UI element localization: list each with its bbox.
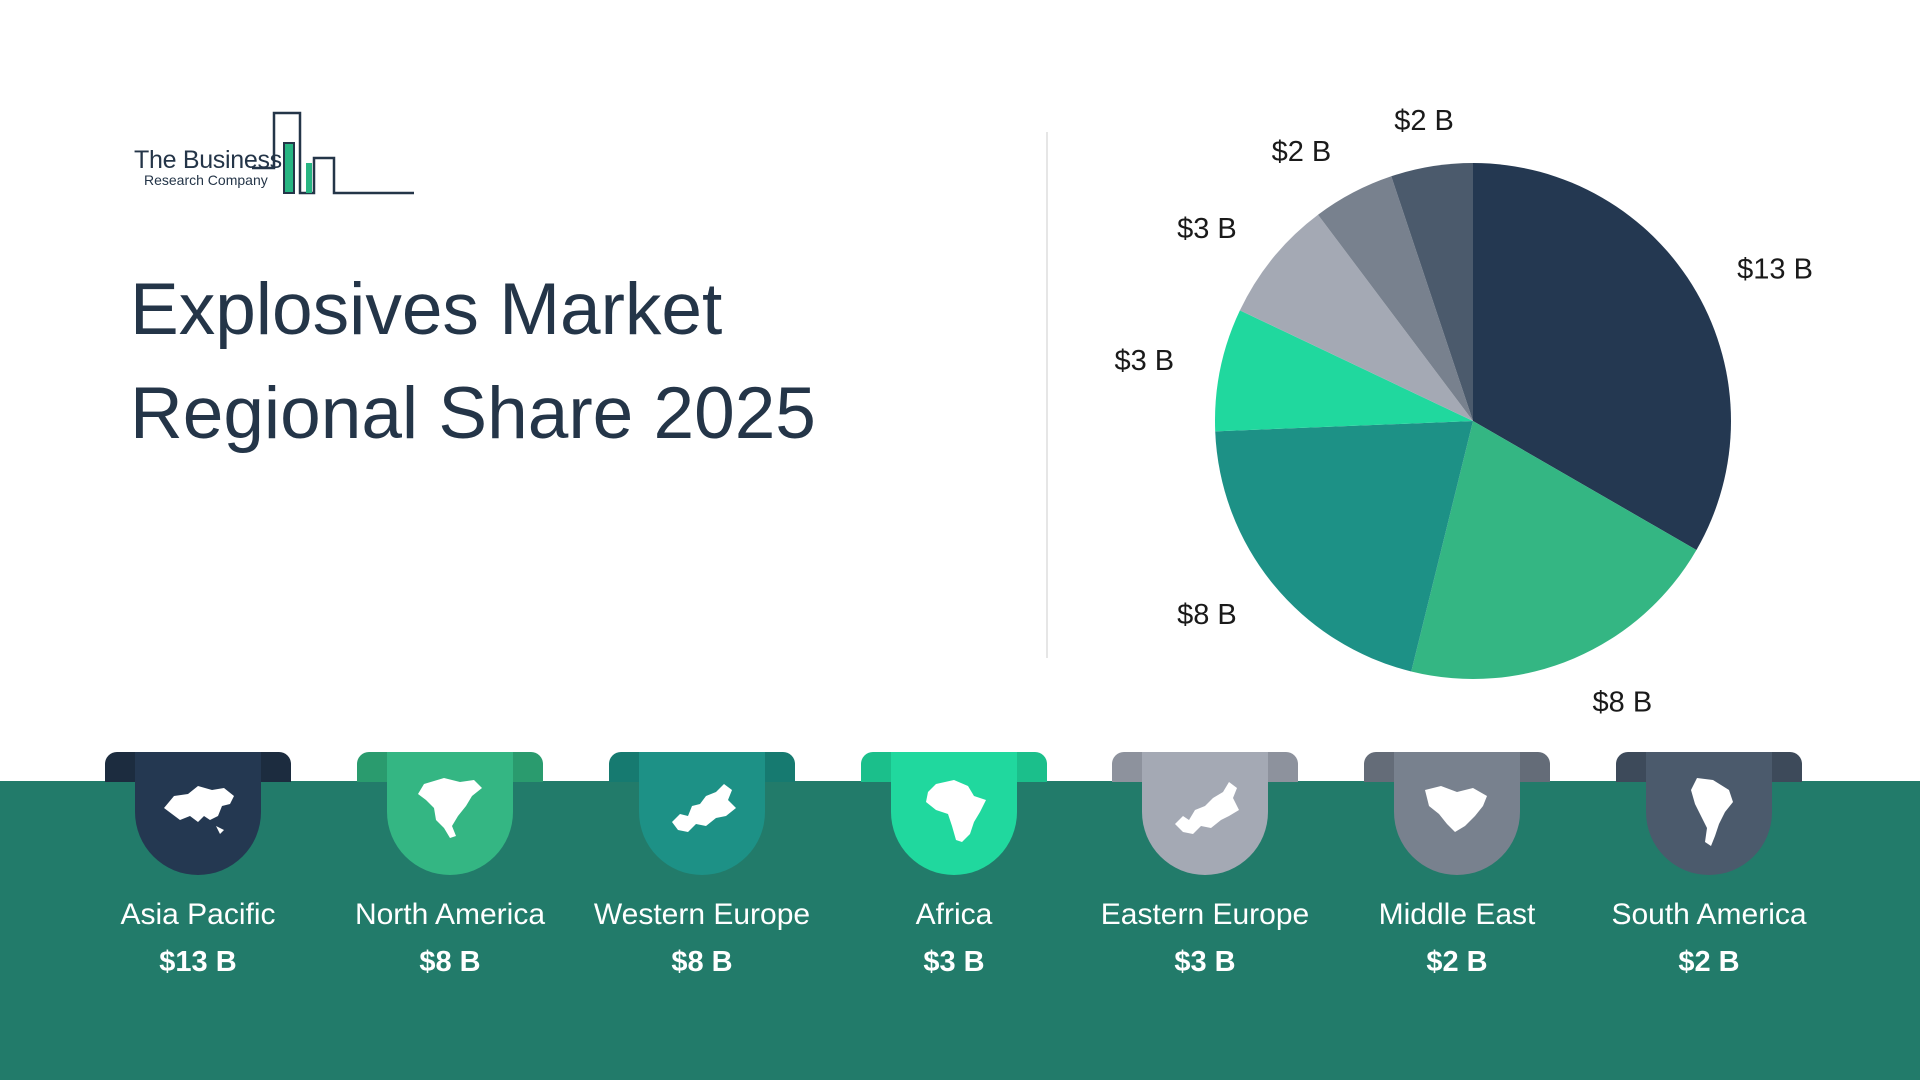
pie-slice-asia-pacific [1473, 163, 1731, 550]
region-badge [1646, 752, 1772, 875]
region-name: North America [354, 898, 546, 931]
pie-data-label: $2 B [1272, 136, 1332, 168]
pie-data-label: $8 B [1593, 687, 1653, 719]
pie-data-label: $13 B [1737, 254, 1813, 286]
pie-data-label: $2 B [1394, 105, 1454, 137]
region-name: Western Europe [593, 898, 811, 931]
pie-chart: $13 B $8 B $8 B $3 B $3 B $2 B $2 B [1114, 105, 1813, 719]
middle-east-map-icon [1425, 786, 1487, 832]
region-value: $3 B [923, 946, 985, 978]
region-value: $8 B [671, 946, 733, 978]
pie-slice-middle-east [1318, 176, 1473, 421]
region-name: South America [1611, 898, 1807, 931]
region-value: $3 B [1174, 946, 1236, 978]
region-name: Africa [915, 898, 993, 931]
western-europe-map-icon [672, 784, 736, 832]
pie-data-label: $3 B [1114, 345, 1174, 377]
title-line-1: Explosives Market [130, 269, 723, 350]
logo-subtitle: Research Company [144, 172, 268, 188]
region-name: Eastern Europe [1100, 898, 1310, 931]
page-title: Explosives Market Regional Share 2025 [130, 258, 816, 466]
pie-slice-western-europe [1215, 421, 1473, 672]
region-name: Asia Pacific [120, 898, 276, 931]
region-badge [1142, 752, 1268, 875]
region-value: $2 B [1426, 946, 1488, 978]
region-value: $13 B [159, 946, 237, 978]
asia-map-icon [164, 786, 234, 834]
pie-slice-eastern-europe [1239, 214, 1473, 421]
region-value: $8 B [419, 946, 481, 978]
eastern-europe-map-icon [1175, 782, 1239, 834]
pie-slice-north-america [1411, 421, 1697, 679]
pie-slice-africa [1215, 310, 1473, 432]
region-value: $2 B [1678, 946, 1740, 978]
south-america-map-icon [1691, 778, 1733, 846]
logo-name: The Business [134, 146, 282, 174]
north-america-map-icon [418, 778, 482, 838]
pie-data-label: $3 B [1177, 213, 1237, 245]
region-badge [1394, 752, 1520, 875]
logo-buildings-graphic [252, 111, 414, 195]
vertical-divider [1046, 132, 1048, 658]
region-badge [891, 752, 1017, 875]
africa-map-icon [926, 780, 986, 842]
pie-data-label: $8 B [1177, 599, 1237, 631]
region-badge [387, 752, 513, 875]
pie-slice-south-america [1391, 163, 1473, 421]
region-badge [135, 752, 261, 875]
title-line-2: Regional Share 2025 [130, 373, 816, 454]
company-logo: The Business Research Company [134, 108, 424, 198]
region-name: Middle East [1378, 898, 1536, 931]
region-badge [639, 752, 765, 875]
